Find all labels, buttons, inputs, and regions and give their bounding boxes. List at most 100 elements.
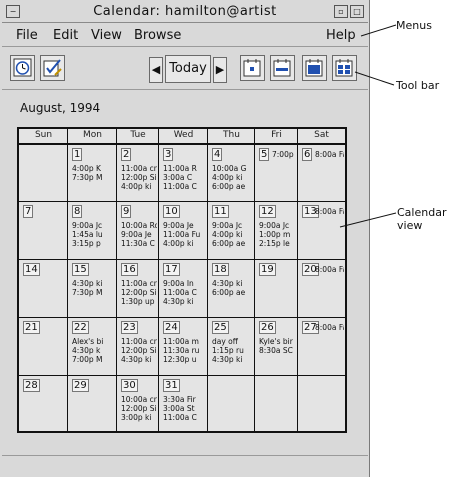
day-number-button[interactable]: 31 [163, 379, 180, 392]
appointment-entry[interactable]: 9:00a Jc [259, 221, 290, 230]
calendar-day-cell[interactable]: 22 Alex's bi 4:30p k 7:00p M [68, 318, 117, 376]
appointment-entry[interactable]: 11:00a cn [121, 279, 157, 288]
menu-help[interactable]: Help [326, 28, 356, 43]
appointment-entry[interactable]: 10:00a cn [121, 395, 157, 404]
appointment-entry[interactable]: 9:00a In [163, 279, 194, 288]
appointment-entry[interactable]: 3:00a St [163, 404, 195, 413]
appointment-entry[interactable]: 12:00p Si [121, 173, 157, 182]
calendar-day-cell[interactable]: 20 8:00a Fa [298, 260, 345, 318]
appointment-entry[interactable]: Alex's bi [72, 337, 104, 346]
calendar-day-cell[interactable]: 21 [19, 318, 68, 376]
appointment-entry[interactable]: 4:00p ki [163, 239, 194, 248]
day-number-button[interactable]: 22 [72, 321, 89, 334]
window-menu-icon[interactable]: − [6, 5, 20, 18]
appointment-entry[interactable]: 3:30a Fir [163, 395, 196, 404]
calendar-day-cell[interactable]: 57:00p pl [255, 145, 298, 202]
appointment-entry[interactable]: 1:45a lu [72, 230, 103, 239]
calendar-day-cell[interactable]: 1 4:00p K 7:30p M [68, 145, 117, 202]
calendar-day-cell[interactable]: 6 8:00a Fa [298, 145, 345, 202]
day-number-button[interactable]: 17 [163, 263, 180, 276]
appointment-entry[interactable]: 7:30p M [72, 288, 103, 297]
day-number-button[interactable]: 28 [23, 379, 40, 392]
calendar-day-cell[interactable]: 9 10:00a Ro 9:00a Je 11:30a C [117, 202, 159, 260]
appointment-entry[interactable]: 7:00p pl [272, 150, 296, 159]
calendar-day-cell[interactable]: 11 9:00a Jc 4:00p ki 6:00p ae [208, 202, 255, 260]
appointment-entry[interactable]: 3:00a C [163, 173, 193, 182]
appointment-entry[interactable]: 8:00a Fa [315, 207, 344, 216]
appointment-entry[interactable]: 11:30a ru [163, 346, 200, 355]
calendar-day-cell[interactable]: 15 4:30p ki 7:30p M [68, 260, 117, 318]
day-number-button[interactable]: 16 [121, 263, 138, 276]
today-button[interactable]: Today [165, 55, 211, 83]
day-number-button[interactable]: 13 [302, 205, 319, 218]
appointment-entry[interactable]: 1:15p ru [212, 346, 244, 355]
calendar-day-cell[interactable]: 14 [19, 260, 68, 318]
calendar-day-cell[interactable]: 17 9:00a In 11:00a C 4:30p ki [159, 260, 208, 318]
calendar-day-cell[interactable]: 31 3:30a Fir 3:00a St 11:00a C [159, 376, 208, 431]
appointment-entry[interactable]: 2:15p le [259, 239, 290, 248]
appointment-entry[interactable]: 4:00p ki [212, 230, 243, 239]
calendar-day-cell[interactable]: 16 11:00a cn 12:00p Si 1:30p up [117, 260, 159, 318]
day-number-button[interactable]: 27 [302, 321, 319, 334]
appointment-entry[interactable]: 8:00a Fa [315, 323, 344, 332]
maximize-icon[interactable]: □ [350, 5, 364, 18]
title-bar[interactable]: − Calendar: hamilton@artist ▫ □ [2, 2, 368, 23]
calendar-day-cell[interactable]: 3 11:00a R 3:00a C 11:00a C [159, 145, 208, 202]
appointment-entry[interactable]: 10:00a G [212, 164, 247, 173]
day-number-button[interactable]: 1 [72, 148, 83, 161]
appointment-entry[interactable]: 11:00a C [163, 288, 197, 297]
calendar-day-cell[interactable]: 19 [255, 260, 298, 318]
appointment-entry[interactable]: 11:00a cn [121, 337, 157, 346]
appointment-entry[interactable]: 12:00p Si [121, 288, 157, 297]
day-number-button[interactable]: 9 [121, 205, 132, 218]
day-number-button[interactable]: 8 [72, 205, 83, 218]
year-view-button[interactable] [332, 55, 357, 81]
day-number-button[interactable]: 15 [72, 263, 89, 276]
appointment-entry[interactable]: 3:15p p [72, 239, 101, 248]
calendar-day-cell[interactable]: 8 9:00a Jc 1:45a lu 3:15p p [68, 202, 117, 260]
calendar-day-cell[interactable]: 18 4:30p ki 6:00p ae [208, 260, 255, 318]
day-number-button[interactable]: 4 [212, 148, 223, 161]
calendar-day-cell[interactable]: 7 [19, 202, 68, 260]
day-number-button[interactable]: 19 [259, 263, 276, 276]
menu-browse[interactable]: Browse [134, 28, 182, 43]
calendar-day-cell[interactable]: 24 11:00a m 11:30a ru 12:30p u [159, 318, 208, 376]
appointment-entry[interactable]: 4:30p ki [212, 355, 243, 364]
calendar-day-cell[interactable]: 29 [68, 376, 117, 431]
calendar-day-cell[interactable] [255, 376, 298, 431]
day-number-button[interactable]: 2 [121, 148, 132, 161]
calendar-day-cell[interactable]: 13 8:00a Fa [298, 202, 345, 260]
appointment-entry[interactable]: 4:00p ki [121, 182, 152, 191]
appointment-entry[interactable]: 8:30a SC [259, 346, 293, 355]
day-number-button[interactable]: 5 [259, 148, 270, 161]
calendar-day-cell[interactable] [19, 145, 68, 202]
calendar-day-cell[interactable]: 23 11:00a cn 12:00p Si 4:30p ki [117, 318, 159, 376]
day-number-button[interactable]: 25 [212, 321, 229, 334]
day-number-button[interactable]: 18 [212, 263, 229, 276]
day-number-button[interactable]: 7 [23, 205, 34, 218]
appointment-entry[interactable]: 4:30p ki [163, 297, 194, 306]
menu-edit[interactable]: Edit [53, 28, 79, 43]
appointment-entry[interactable]: 6:00p ae [212, 239, 246, 248]
appointment-entry[interactable]: 6:00p ae [212, 288, 246, 297]
menu-view[interactable]: View [91, 28, 122, 43]
appointment-editor-button[interactable] [10, 55, 35, 81]
appointment-entry[interactable]: 11:00a R [163, 164, 197, 173]
day-number-button[interactable]: 3 [163, 148, 174, 161]
appointment-entry[interactable]: 12:00p Si [121, 346, 157, 355]
day-number-button[interactable]: 21 [23, 321, 40, 334]
appointment-entry[interactable]: 10:00a Ro [121, 221, 157, 230]
appointment-entry[interactable]: 7:30p M [72, 173, 103, 182]
calendar-day-cell[interactable]: 12 9:00a Jc 1:00p m 2:15p le [255, 202, 298, 260]
calendar-day-cell[interactable]: 25 day off 1:15p ru 4:30p ki [208, 318, 255, 376]
day-number-button[interactable]: 11 [212, 205, 229, 218]
appointment-entry[interactable]: 9:00a Je [163, 221, 194, 230]
day-number-button[interactable]: 20 [302, 263, 319, 276]
appointment-entry[interactable]: 6:00p ae [212, 182, 246, 191]
calendar-day-cell[interactable]: 26 Kyle's bir 8:30a SC [255, 318, 298, 376]
appointment-entry[interactable]: 11:00a C [163, 413, 197, 422]
appointment-entry[interactable]: 11:00a m [163, 337, 199, 346]
calendar-day-cell[interactable]: 4 10:00a G 4:00p ki 6:00p ae [208, 145, 255, 202]
day-number-button[interactable]: 10 [163, 205, 180, 218]
appointment-entry[interactable]: 4:00p K [72, 164, 101, 173]
